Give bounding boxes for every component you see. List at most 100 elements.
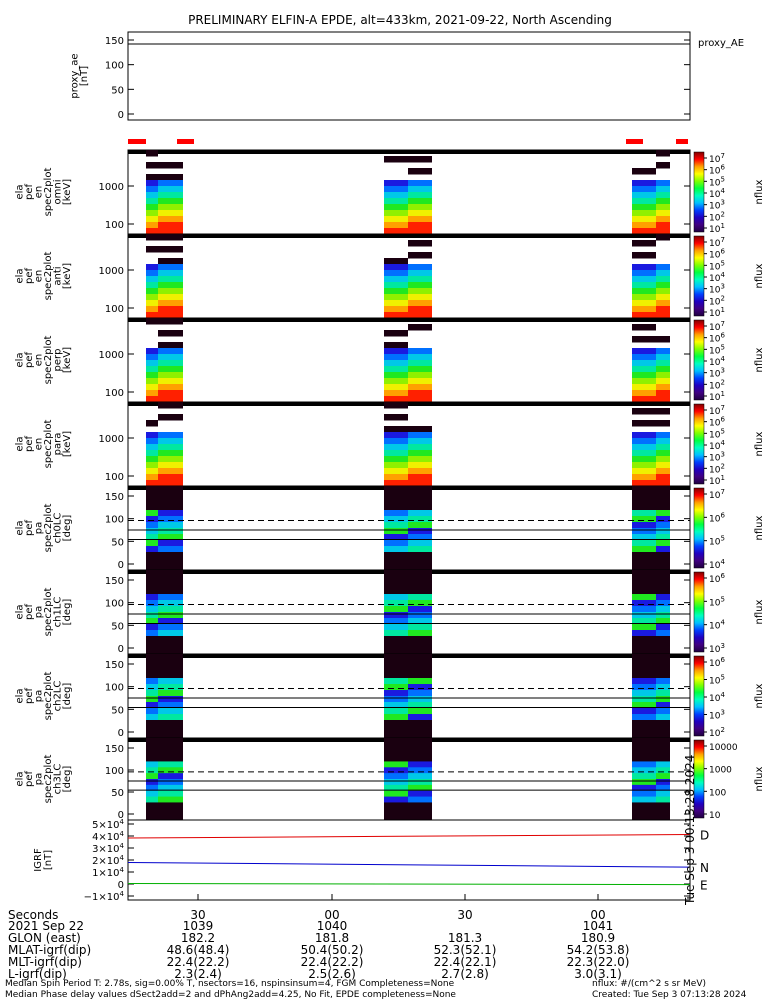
grf-series-label-E: E <box>700 879 708 893</box>
heat-cell <box>384 462 408 469</box>
heat-cell <box>656 784 670 792</box>
heat-cell <box>632 228 656 235</box>
heat-cell <box>408 654 432 661</box>
heat-cell <box>384 396 408 403</box>
heat-cell <box>146 773 158 780</box>
heat-cell <box>384 282 408 289</box>
heat-cell <box>384 354 408 361</box>
heat-cell <box>158 618 183 625</box>
ytick-label-anti-1: 100 <box>105 304 124 315</box>
heat-cell <box>384 630 408 637</box>
heat-cell <box>632 360 656 367</box>
heat-cell <box>632 654 656 661</box>
heat-cell <box>656 186 670 193</box>
ylabel-ch1LC-2: pa <box>33 606 44 618</box>
heat-cell <box>632 294 656 301</box>
xtick-value-1-2: 181.8 <box>315 931 349 945</box>
heat-cell <box>656 814 670 821</box>
ylabel-ch1LC-4: ch1LC <box>52 597 63 628</box>
xtick-value-2-4: 22.4(22.1) <box>434 955 497 969</box>
cbar-tick-omni-6: 101 <box>709 222 725 235</box>
ylabel-ch3LC-4: ch3LC <box>52 764 63 795</box>
heat-cell <box>158 174 183 181</box>
heat-cell <box>384 558 408 565</box>
cbar-label-anti: nflux <box>754 263 765 288</box>
heat-cell <box>632 462 656 469</box>
heat-cell <box>158 378 183 385</box>
heat-cell <box>146 300 158 307</box>
heat-cell <box>158 498 183 505</box>
heat-cell <box>656 779 670 786</box>
panels-group: proxy_AE150100500proxy_ae[nT]10710610510… <box>14 31 765 821</box>
heat-cell <box>384 600 408 607</box>
heat-cell <box>384 612 408 619</box>
heat-cell <box>656 372 670 379</box>
heat-cell <box>632 714 656 721</box>
ylabel-ch3LC-0: ela <box>14 771 25 786</box>
ytick-label-ch3LC-0: 150 <box>105 744 124 755</box>
heat-cell <box>656 420 670 427</box>
heat-cell <box>632 588 656 595</box>
heat-cell <box>408 282 432 289</box>
xrow-label-5: L-igrf(dip) <box>8 967 67 981</box>
heat-cell <box>146 222 158 229</box>
heat-cell <box>408 814 432 821</box>
heat-cell <box>158 790 183 798</box>
heat-cell <box>146 546 158 553</box>
heat-cell <box>632 336 656 343</box>
heat-cell <box>408 552 432 559</box>
heat-cell <box>146 246 158 253</box>
heat-cell <box>146 648 158 655</box>
heat-cell <box>146 186 158 193</box>
heat-cell <box>408 630 432 637</box>
heat-cell <box>384 802 408 809</box>
heat-cell <box>158 588 183 595</box>
heat-cell <box>158 480 183 487</box>
heat-cell <box>408 808 432 815</box>
xtick-value-3-4: 22.3(22.0) <box>567 955 630 969</box>
heat-cell <box>656 432 670 439</box>
heat-cell <box>632 324 656 331</box>
state-bar-1 <box>177 139 194 144</box>
heat-cell <box>632 749 656 757</box>
cbar-tick-ch1LC-2: 104 <box>709 619 725 632</box>
heat-cell <box>408 696 432 703</box>
heat-cell <box>158 796 183 803</box>
heat-cell <box>384 504 408 511</box>
heat-cell <box>632 504 656 511</box>
heat-cell <box>384 348 408 355</box>
heat-cell <box>158 222 183 229</box>
heat-cell <box>158 180 183 187</box>
ylabel-perp-4: perp <box>52 349 63 372</box>
ylabel-omni-1: pef <box>24 184 35 201</box>
heat-cell <box>158 528 183 535</box>
heat-cell <box>384 702 408 709</box>
heat-cell <box>384 564 408 571</box>
heat-cell <box>146 372 158 379</box>
xtick-value-2-2: 181.3 <box>448 931 482 945</box>
heat-cell <box>158 216 183 223</box>
heat-cell <box>656 282 670 289</box>
heat-cell <box>656 444 670 451</box>
heat-cell <box>632 216 656 223</box>
heat-cell <box>656 210 670 217</box>
heat-cell <box>158 366 183 373</box>
heat-cell <box>146 570 158 577</box>
ytick-label-proxy_ae-0: 150 <box>105 36 124 47</box>
chart-title: PRELIMINARY ELFIN-A EPDE, alt=433km, 202… <box>188 13 612 27</box>
heat-cell <box>146 180 158 187</box>
heat-cell <box>384 312 408 319</box>
heat-cell <box>146 690 158 697</box>
heat-cell <box>408 444 432 451</box>
heat-cell <box>656 582 670 589</box>
heat-cell <box>408 720 432 727</box>
heat-cell <box>632 510 656 517</box>
heat-cell <box>656 726 670 733</box>
heat-cell <box>632 796 656 803</box>
ytick-label-ch2LC-0: 150 <box>105 660 124 671</box>
heat-cell <box>384 534 408 541</box>
heat-cell <box>384 552 408 559</box>
heat-cell <box>384 761 408 768</box>
xtick-value-0-0: 30 <box>190 908 205 922</box>
heat-cell <box>158 624 183 631</box>
